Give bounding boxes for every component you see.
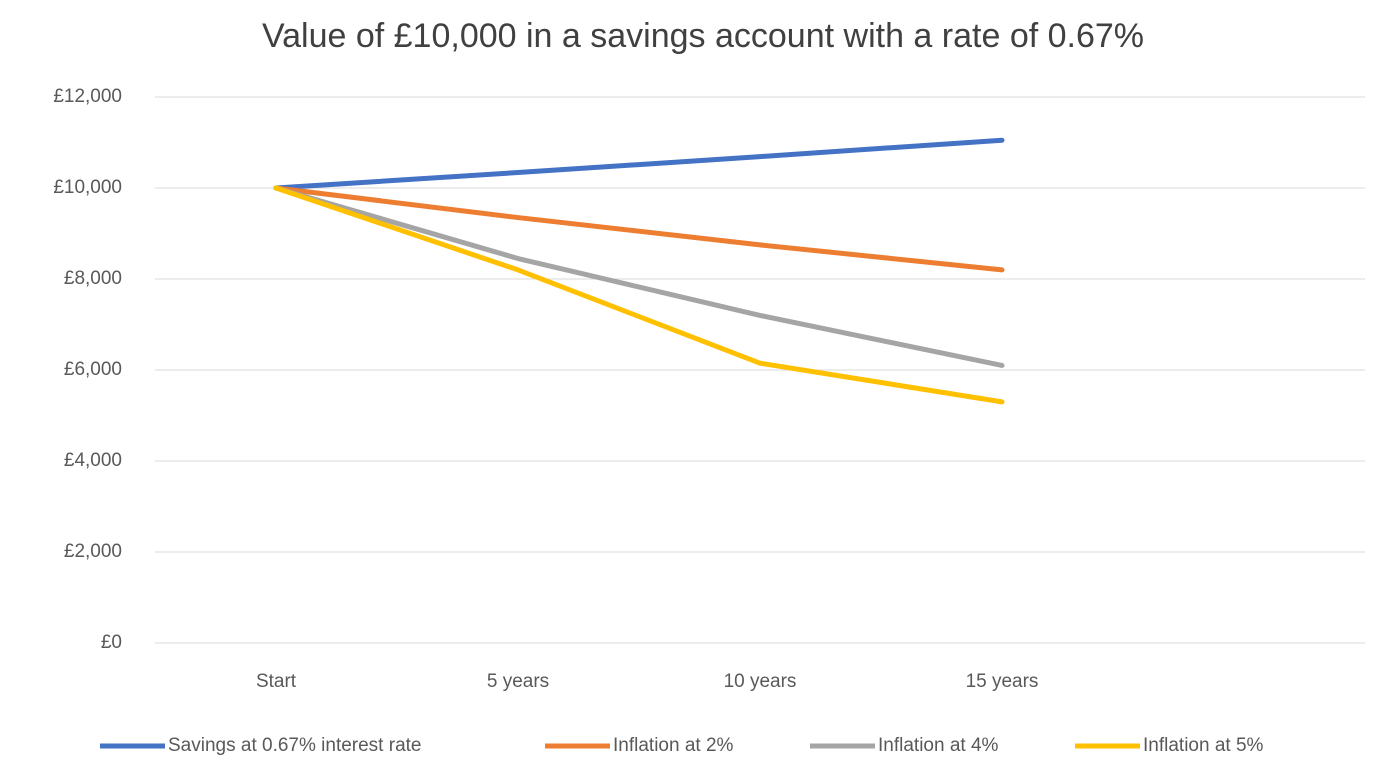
y-tick-label: £6,000	[64, 359, 122, 380]
series-line	[273, 185, 1005, 368]
legend-label: Savings at 0.67% interest rate	[168, 735, 421, 756]
y-tick-label: £8,000	[64, 268, 122, 289]
series-line	[273, 185, 1005, 405]
legend-label: Inflation at 2%	[613, 735, 734, 756]
y-tick-label: £0	[101, 632, 122, 653]
x-tick-label: Start	[256, 671, 297, 692]
series-line	[273, 137, 1005, 191]
x-tick-label: 10 years	[724, 671, 797, 692]
x-tick-label: 15 years	[966, 671, 1039, 692]
x-tick-label: 5 years	[487, 671, 549, 692]
y-tick-label: £10,000	[53, 177, 122, 198]
chart-title: Value of £10,000 in a savings account wi…	[262, 17, 1144, 55]
legend-label: Inflation at 4%	[878, 735, 999, 756]
y-tick-label: £2,000	[64, 541, 122, 562]
y-tick-label: £12,000	[53, 86, 122, 107]
series-line	[273, 185, 1005, 273]
legend-label: Inflation at 5%	[1143, 735, 1264, 756]
y-tick-label: £4,000	[64, 450, 122, 471]
